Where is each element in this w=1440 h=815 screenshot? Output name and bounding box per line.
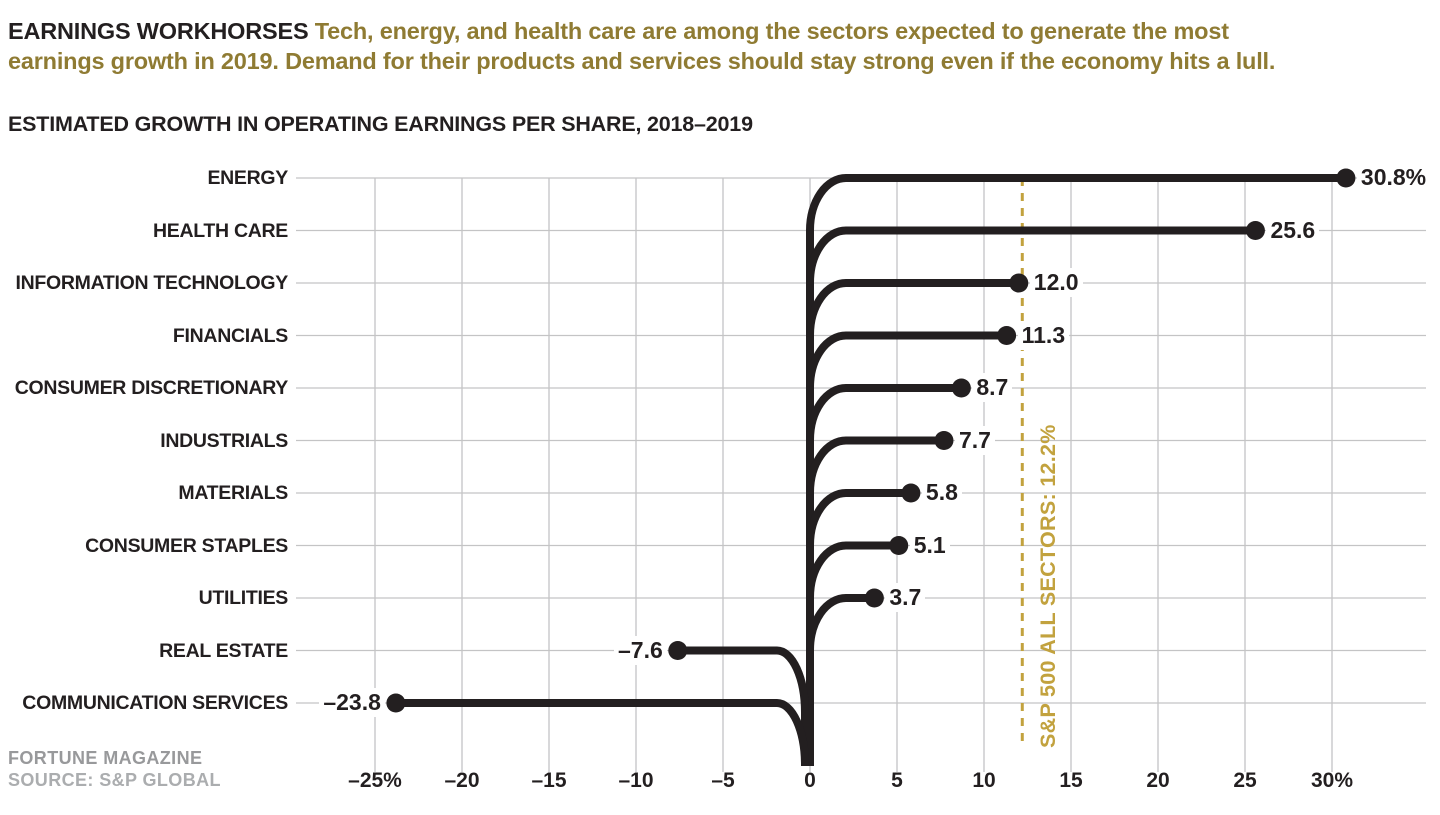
category-label: CONSUMER DISCRETIONARY (14, 377, 289, 399)
branch-line (806, 384, 962, 766)
category-label: HEALTH CARE (153, 219, 288, 242)
value-label: 5.1 (909, 530, 950, 560)
x-tick-label: –10 (618, 769, 654, 792)
value-label: 25.6 (1266, 215, 1320, 245)
branch-line (806, 174, 1346, 766)
branch-line (806, 489, 911, 766)
category-label: INFORMATION TECHNOLOGY (15, 272, 288, 294)
x-tick-label: –20 (444, 769, 480, 792)
data-point-dot (668, 641, 688, 660)
data-point-dot (901, 483, 921, 503)
x-tick-label: 20 (1146, 769, 1170, 792)
data-point-dot (889, 536, 909, 555)
x-tick-label: 10 (972, 769, 996, 792)
branch-line (806, 541, 899, 766)
category-label: UTILITIES (198, 587, 289, 609)
category-label: MATERIALS (178, 482, 288, 504)
branch-line (806, 436, 944, 766)
value-label: 30.8% (1356, 163, 1431, 192)
data-point-dot (386, 693, 406, 713)
x-tick-label: 15 (1059, 769, 1083, 792)
data-point-dot (934, 431, 954, 450)
category-label: FINANCIALS (172, 324, 288, 347)
title-bold: EARNINGS WORKHORSES (8, 18, 309, 44)
branch-line (395, 699, 809, 766)
value-label: 12.0 (1029, 268, 1083, 297)
category-label: INDUSTRIALS (160, 429, 288, 452)
x-tick-label: 30% (1310, 769, 1354, 792)
page-title: EARNINGS WORKHORSES Tech, energy, and he… (8, 16, 1428, 76)
value-label: 7.7 (954, 425, 995, 455)
value-label: 5.8 (921, 478, 962, 507)
value-label: –7.6 (614, 635, 667, 665)
data-point-dot (1009, 273, 1029, 293)
x-tick-label: –25% (348, 769, 402, 792)
category-label: COMMUNICATION SERVICES (22, 692, 288, 714)
branch-line (806, 279, 1019, 766)
x-tick-label: 0 (804, 769, 816, 792)
category-label: REAL ESTATE (159, 639, 288, 662)
branch-line (677, 646, 809, 766)
category-label: CONSUMER STAPLES (85, 534, 288, 557)
reference-line-label: S&P 500 ALL SECTORS: 12.2% (1036, 424, 1060, 748)
value-label: 8.7 (972, 373, 1013, 402)
branch-line (806, 226, 1256, 766)
data-point-dot (864, 588, 884, 608)
branch-line (806, 594, 875, 766)
x-tick-label: –5 (711, 769, 735, 792)
chart-title: ESTIMATED GROWTH IN OPERATING EARNINGS P… (8, 112, 753, 136)
data-point-dot (1245, 221, 1265, 240)
title-line1: Tech, energy, and health care are among … (308, 18, 1229, 44)
branch-line (806, 331, 1007, 766)
x-tick-label: –15 (531, 769, 567, 792)
title-line2: earnings growth in 2019. Demand for thei… (8, 48, 1276, 74)
value-label: –23.8 (319, 688, 385, 717)
x-tick-label: 25 (1233, 769, 1257, 792)
data-point-dot (951, 378, 971, 398)
data-point-dot (1336, 168, 1356, 188)
x-tick-label: 5 (891, 769, 903, 792)
value-label: 3.7 (885, 583, 926, 612)
data-point-dot (997, 326, 1017, 345)
source-credit: SOURCE: S&P GLOBAL (8, 770, 221, 790)
publisher-credit: FORTUNE MAGAZINE (8, 748, 203, 768)
value-label: 11.3 (1017, 320, 1070, 350)
category-label: ENERGY (207, 167, 288, 189)
